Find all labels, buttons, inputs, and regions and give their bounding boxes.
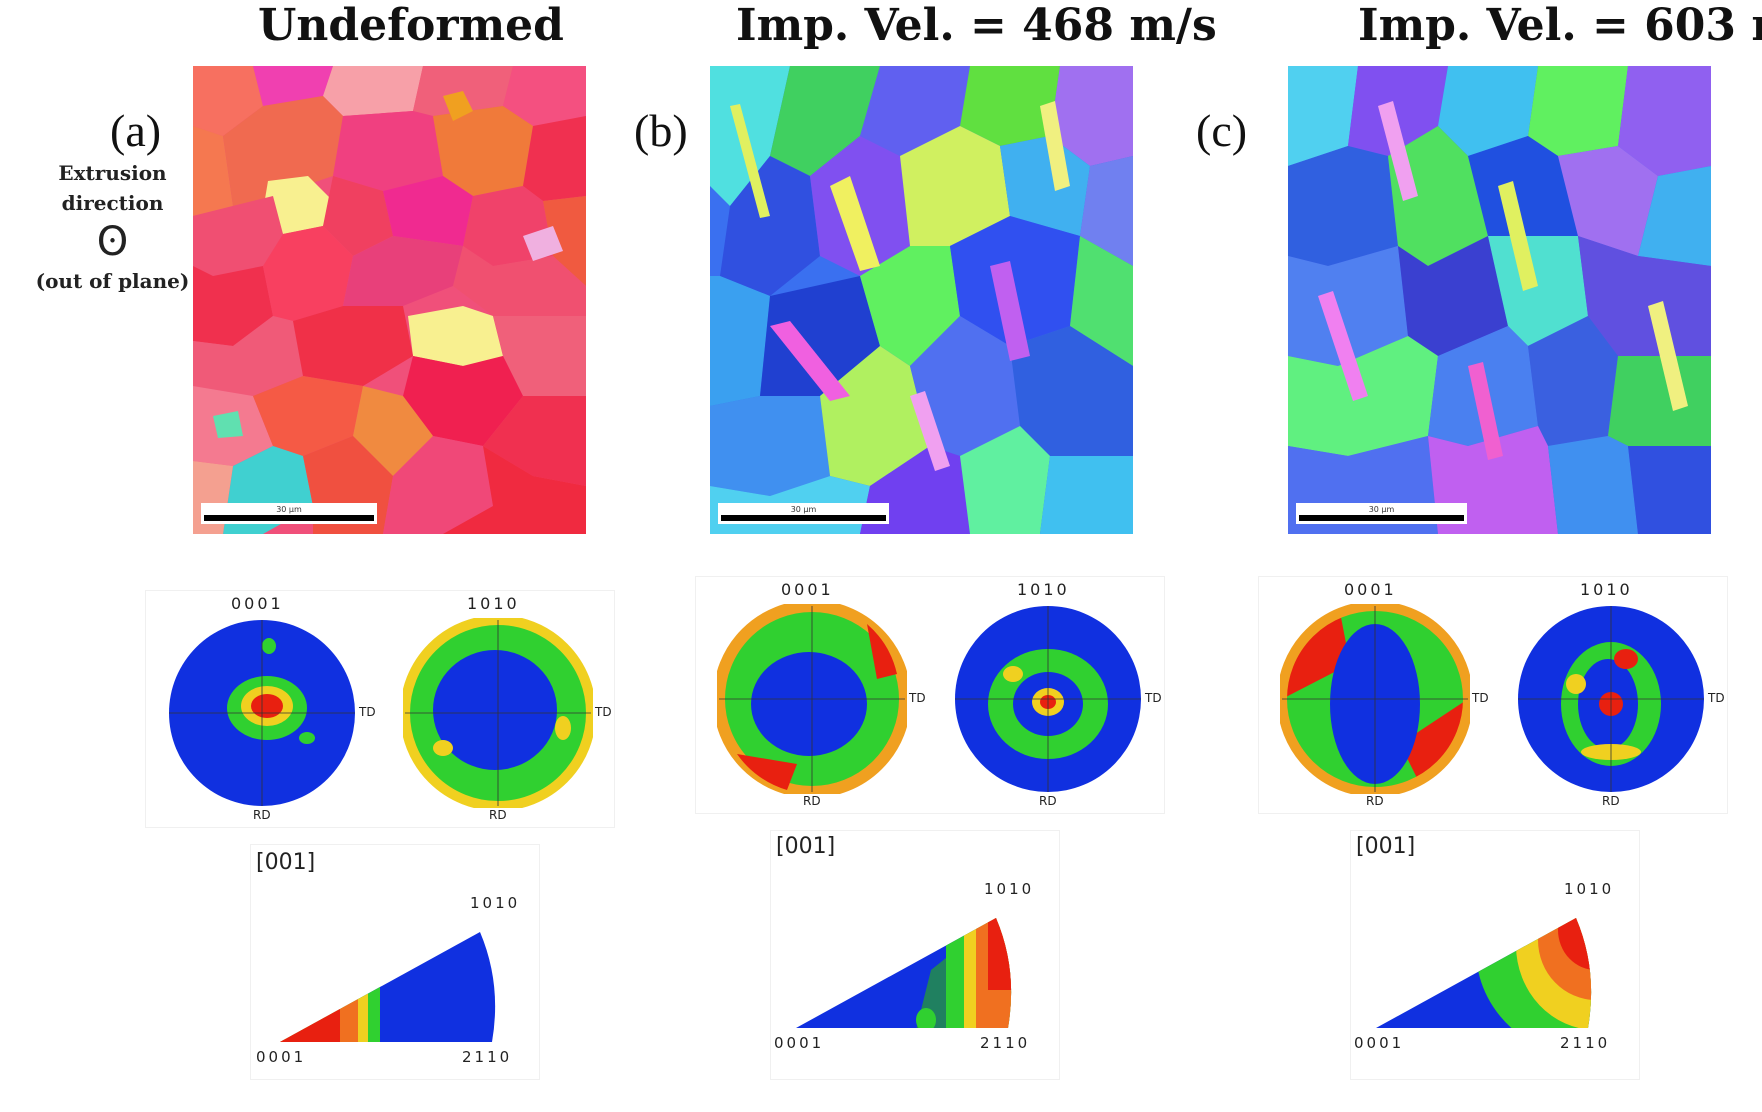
pf-label-prism-a: 1010	[467, 594, 520, 613]
pf-rd-c2: RD	[1602, 794, 1620, 808]
scale-bar-c: 30 µm	[1296, 503, 1467, 524]
ipf-axis-b: [001]	[776, 834, 836, 859]
pf-rd-a1: RD	[253, 808, 271, 822]
pf-rd-c1: RD	[1366, 794, 1384, 808]
pf-frame-c	[1258, 576, 1728, 814]
pf-label-prism-b: 1010	[1017, 580, 1070, 599]
scale-bar-a: 30 µm	[201, 503, 377, 524]
ipf-triangle-a	[280, 932, 496, 1042]
ipf-left-c: 0001	[1354, 1034, 1405, 1052]
ipf-frame-a	[250, 844, 540, 1080]
ipf-top-b: 1010	[984, 880, 1035, 898]
pf-label-basal-a: 0001	[231, 594, 284, 613]
ipf-top-a: 1010	[470, 894, 521, 912]
scale-text-b: 30 µm	[790, 505, 817, 514]
ipf-axis-c: [001]	[1356, 834, 1416, 859]
pf-basal-a	[169, 620, 355, 806]
pf-rd-b1: RD	[803, 794, 821, 808]
scale-text-a: 30 µm	[276, 505, 302, 514]
pf-rd-b2: RD	[1039, 794, 1057, 808]
out-of-plane-symbol: ʘ	[96, 219, 129, 265]
ebsd-map-468: 30 µm	[710, 66, 1133, 534]
ipf-triangle-c	[1376, 918, 1592, 1028]
pf-label-prism-c: 1010	[1580, 580, 1633, 599]
panel-label-b: (b)	[634, 105, 688, 156]
column-title-undeformed: Undeformed	[258, 0, 564, 51]
pf-basal-c	[1280, 604, 1470, 794]
pf-td-b1: TD	[909, 691, 926, 705]
pf-td-c1: TD	[1472, 691, 1489, 705]
scale-text-c: 30 µm	[1368, 505, 1395, 514]
pole-figures-468: 0001 1010 TD RD TD RD	[695, 576, 1165, 816]
pf-prism-c	[1518, 606, 1704, 792]
extrusion-direction-note: Extrusion direction ʘ (out of plane)	[30, 158, 195, 296]
pf-prism-a	[403, 618, 593, 808]
ebsd-map-undeformed: 30 µm	[193, 66, 586, 534]
pf-td-a1: TD	[359, 705, 376, 719]
pf-td-a2: TD	[595, 705, 612, 719]
ipf-frame-b	[770, 830, 1060, 1080]
pf-label-basal-c: 0001	[1344, 580, 1397, 599]
scale-bar-b: 30 µm	[718, 503, 889, 524]
ipf-right-a: 2110	[462, 1048, 513, 1066]
ebsd-grains-undeformed	[193, 66, 586, 534]
pf-basal-b	[717, 604, 907, 794]
column-title-603: Imp. Vel. = 603 m/s	[1358, 0, 1762, 51]
pf-rd-a2: RD	[489, 808, 507, 822]
panel-label-a: (a)	[110, 105, 162, 156]
ebsd-grains-468	[710, 66, 1133, 534]
ipf-top-c: 1010	[1564, 880, 1615, 898]
ebsd-map-603: 30 µm	[1288, 66, 1711, 534]
pole-figures-undeformed: 0001 1010 TD RD TD RD	[145, 590, 615, 830]
ipf-triangle-b	[796, 918, 1012, 1028]
ipf-right-c: 2110	[1560, 1034, 1611, 1052]
ipf-468: [001] 1010 0001 2110	[770, 830, 1060, 1080]
scale-line-a	[204, 515, 374, 521]
note-line-1: Extrusion	[58, 161, 167, 185]
column-title-468: Imp. Vel. = 468 m/s	[736, 0, 1217, 51]
ipf-left-b: 0001	[774, 1034, 825, 1052]
ipf-undeformed: [001] 1010 0001 2110	[250, 844, 540, 1080]
scale-line-c	[1299, 515, 1464, 521]
ebsd-grains-603	[1288, 66, 1711, 534]
scale-line-b	[721, 515, 886, 521]
ipf-right-b: 2110	[980, 1034, 1031, 1052]
pf-prism-b	[955, 606, 1141, 792]
note-line-3: (out of plane)	[35, 269, 190, 293]
pf-frame-b	[695, 576, 1165, 814]
ipf-axis-a: [001]	[256, 850, 316, 875]
pf-label-basal-b: 0001	[781, 580, 834, 599]
ipf-603: [001] 1010 0001 2110	[1350, 830, 1640, 1080]
ipf-left-a: 0001	[256, 1048, 307, 1066]
pf-frame-a	[145, 590, 615, 828]
pf-td-b2: TD	[1145, 691, 1162, 705]
note-line-2: direction	[61, 191, 164, 215]
ipf-frame-c	[1350, 830, 1640, 1080]
panel-label-c: (c)	[1196, 105, 1248, 156]
pf-td-c2: TD	[1708, 691, 1725, 705]
pole-figures-603: 0001 1010 TD RD TD RD	[1258, 576, 1728, 816]
